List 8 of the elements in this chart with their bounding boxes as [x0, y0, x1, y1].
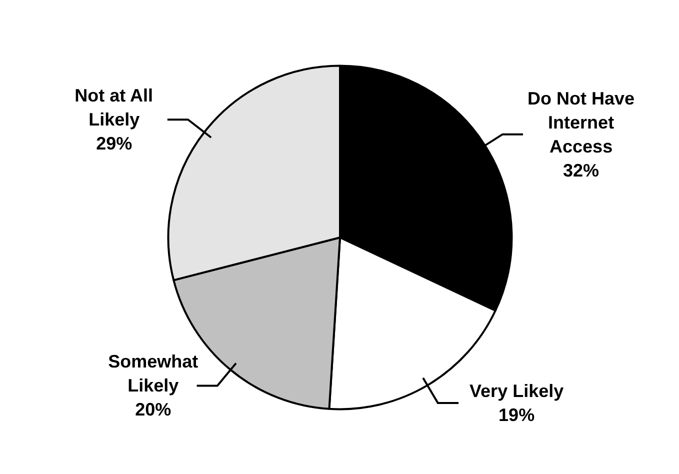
slice-label: Not at All Likely: [74, 86, 153, 130]
data-label: 20%: [135, 400, 172, 420]
data-label: 19%: [498, 405, 535, 426]
slice-label: Somewhat Likely: [108, 352, 198, 396]
slice-label: Very Likely: [470, 381, 564, 402]
data-label: 32%: [563, 160, 600, 180]
slice-label: Do Not Have Internet Access: [528, 88, 635, 156]
data-label: 29%: [96, 134, 132, 154]
